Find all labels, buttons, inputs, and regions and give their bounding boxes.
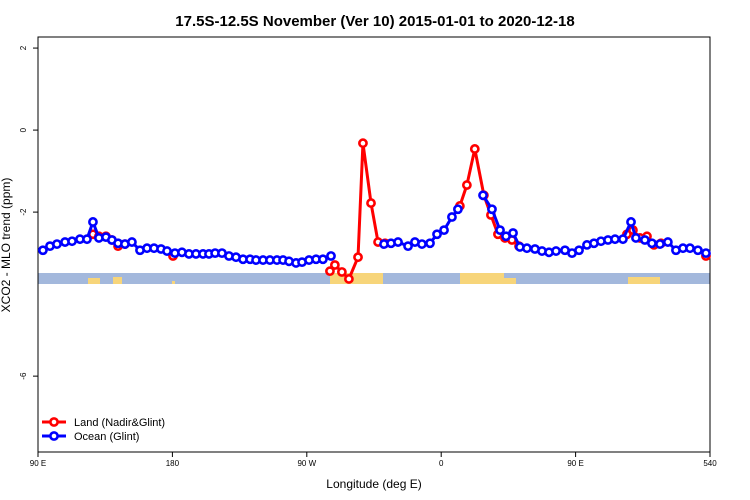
point bbox=[326, 251, 336, 261]
point bbox=[551, 246, 561, 256]
point bbox=[461, 180, 472, 190]
x-tick-label: 0 bbox=[439, 459, 444, 468]
legend-label: Land (Nadir&Glint) bbox=[74, 417, 165, 429]
y-tick-label: -6 bbox=[19, 372, 28, 380]
point bbox=[67, 236, 77, 247]
legend: Land (Nadir&Glint) Ocean (Glint) bbox=[42, 417, 165, 443]
point bbox=[495, 225, 505, 236]
y-tick-label: -2 bbox=[19, 208, 28, 216]
legend-marker bbox=[49, 431, 59, 441]
point bbox=[432, 229, 442, 240]
y-axis-label: XCO2 - MLO trend (ppm) bbox=[0, 178, 13, 313]
point bbox=[162, 246, 172, 256]
point bbox=[417, 239, 427, 249]
point bbox=[478, 190, 488, 201]
point bbox=[685, 243, 695, 254]
point bbox=[631, 233, 641, 243]
x-tick-label: 180 bbox=[166, 459, 180, 468]
point bbox=[425, 238, 435, 249]
point bbox=[38, 245, 48, 256]
point bbox=[403, 241, 413, 252]
plot-frame bbox=[37, 36, 711, 453]
point bbox=[358, 138, 368, 149]
point bbox=[655, 239, 665, 249]
point bbox=[88, 217, 98, 227]
point bbox=[447, 212, 457, 222]
point bbox=[353, 252, 363, 263]
point bbox=[469, 144, 480, 154]
y-tick-label: 0 bbox=[19, 127, 28, 132]
legend-marker bbox=[49, 417, 59, 427]
land-ocean-strip bbox=[38, 273, 710, 284]
x-axis-label: Longitude (deg E) bbox=[326, 477, 421, 491]
point bbox=[508, 228, 518, 238]
point bbox=[439, 225, 449, 236]
point bbox=[626, 217, 636, 227]
point bbox=[487, 204, 497, 215]
point bbox=[618, 234, 628, 245]
point bbox=[366, 198, 376, 208]
point bbox=[318, 254, 328, 265]
y-tick-label: 2 bbox=[19, 45, 28, 50]
point bbox=[336, 267, 347, 277]
point bbox=[610, 234, 620, 245]
point bbox=[453, 204, 463, 215]
x-tick-label: 90 W bbox=[297, 459, 316, 468]
x-tick-label: 540 bbox=[703, 459, 717, 468]
point bbox=[344, 274, 354, 284]
legend-label: Ocean (Glint) bbox=[74, 431, 139, 443]
point bbox=[522, 243, 532, 254]
chart-title: 17.5S-12.5S November (Ver 10) 2015-01-01… bbox=[175, 13, 574, 30]
point bbox=[701, 248, 711, 259]
series-line bbox=[93, 143, 706, 279]
x-tick-label: 90 E bbox=[30, 459, 46, 468]
point bbox=[693, 245, 703, 256]
point bbox=[127, 237, 137, 247]
point bbox=[647, 238, 657, 249]
point bbox=[52, 239, 62, 249]
x-tick-label: 90 E bbox=[567, 459, 583, 468]
point bbox=[329, 260, 340, 270]
point bbox=[662, 237, 673, 247]
point bbox=[82, 234, 92, 245]
point bbox=[574, 245, 584, 256]
point bbox=[325, 266, 335, 277]
point bbox=[393, 237, 403, 247]
